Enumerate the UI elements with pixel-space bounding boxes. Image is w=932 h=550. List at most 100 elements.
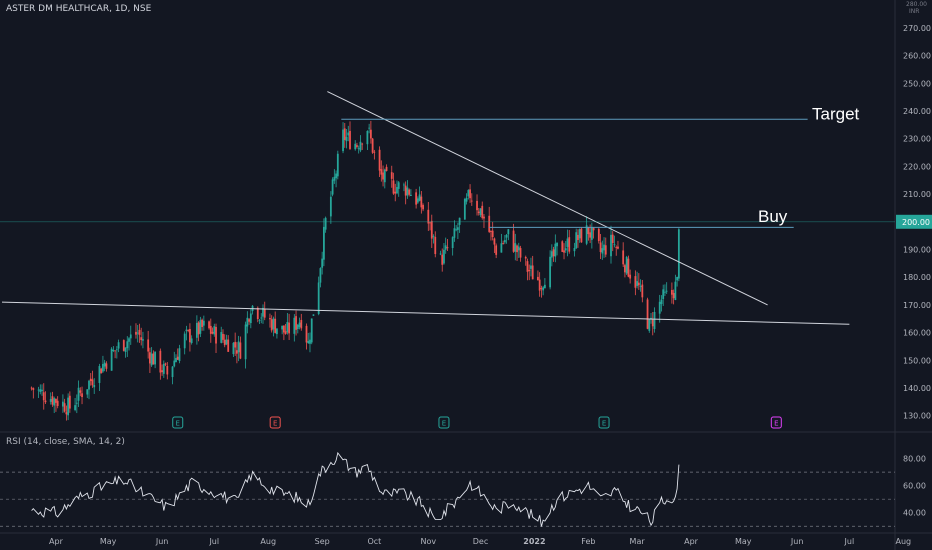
- candle-body: [136, 332, 139, 334]
- candle-up: [319, 267, 322, 288]
- currency-label: INR: [909, 8, 919, 15]
- candle-body: [530, 265, 532, 269]
- candle-up: [573, 242, 576, 257]
- candle-down: [390, 165, 393, 188]
- earnings-glyph: E: [442, 420, 446, 428]
- candle-down: [149, 347, 151, 374]
- rsi-tick-label: 80.00: [903, 455, 926, 464]
- candle-body: [561, 241, 564, 252]
- candle-body: [138, 329, 141, 335]
- rsi-line: [31, 451, 680, 527]
- candle-up: [503, 235, 506, 245]
- candle-up: [456, 222, 459, 240]
- candle-down: [274, 311, 277, 334]
- candle-body: [102, 364, 104, 372]
- candle-down: [209, 318, 212, 343]
- candle-body: [592, 227, 595, 231]
- candle-body: [636, 281, 638, 286]
- candle-body: [514, 243, 517, 252]
- candle-body: [333, 176, 336, 181]
- candle-body: [256, 307, 259, 320]
- candle-body: [49, 398, 52, 402]
- candle-body: [227, 339, 230, 352]
- price-tick-label: 170.00: [903, 301, 931, 310]
- candle-body: [434, 236, 437, 254]
- candle-body: [507, 229, 510, 235]
- candle-up: [463, 197, 466, 220]
- candle-up: [312, 314, 315, 316]
- candle-body: [166, 365, 169, 375]
- candle-body: [380, 169, 383, 175]
- price-tag-text: 200.00: [902, 218, 930, 227]
- candle-down: [646, 297, 649, 330]
- candle-body: [288, 322, 290, 334]
- candle-body: [164, 363, 167, 365]
- candle-up: [676, 276, 679, 287]
- time-tick-label: Jun: [155, 537, 169, 546]
- candle-body: [676, 276, 679, 281]
- candle-body: [385, 166, 388, 171]
- candle-body: [115, 349, 118, 351]
- candle-up: [677, 228, 680, 282]
- candle-up: [636, 271, 638, 289]
- candle-down: [476, 194, 478, 216]
- candle-up: [610, 225, 612, 264]
- candle-body: [564, 248, 567, 251]
- candle-up: [309, 332, 311, 353]
- candle-up: [603, 237, 605, 258]
- candle-up: [171, 366, 174, 385]
- candle-body: [629, 274, 632, 279]
- candle-body: [81, 393, 83, 398]
- candle-down: [434, 231, 437, 258]
- candle-up: [465, 193, 468, 205]
- candle-body: [599, 242, 602, 253]
- resistance-trendline: [327, 91, 768, 306]
- candle-down: [114, 350, 116, 359]
- candle-body: [575, 232, 578, 249]
- candle-up: [664, 284, 666, 297]
- candle-body: [354, 143, 357, 150]
- candle-body: [443, 249, 445, 264]
- candle-body: [93, 385, 96, 388]
- candle-down: [611, 231, 614, 252]
- candle-body: [651, 319, 654, 327]
- candle-down: [587, 226, 590, 241]
- candle-up: [258, 318, 261, 324]
- candle-body: [295, 316, 297, 330]
- candle-down: [248, 318, 250, 325]
- candle-up: [418, 186, 421, 202]
- current-price-tag: 200.00: [896, 214, 932, 229]
- candle-body: [439, 253, 442, 255]
- candle-down: [44, 391, 47, 404]
- candle-body: [91, 379, 94, 386]
- candle-body: [601, 248, 604, 254]
- candle-up: [517, 242, 520, 258]
- candle-up: [397, 181, 400, 197]
- candle-up: [514, 233, 517, 261]
- candle-up: [566, 229, 569, 257]
- candle-up: [601, 240, 604, 260]
- candle-body: [342, 129, 344, 152]
- candle-up: [543, 278, 546, 289]
- candle-body: [378, 149, 381, 171]
- candle-up: [142, 331, 144, 349]
- candle-down: [634, 270, 637, 296]
- candle-body: [590, 227, 593, 240]
- candle-body: [479, 208, 482, 216]
- candle-body: [664, 291, 666, 293]
- candle-down: [641, 279, 644, 303]
- candle-body: [178, 348, 181, 361]
- candle-down: [65, 405, 68, 421]
- candle-down: [223, 334, 226, 348]
- candle-body: [671, 289, 673, 295]
- candle-up: [74, 397, 76, 412]
- candle-up: [542, 285, 545, 296]
- candle-up: [237, 335, 240, 362]
- candle-down: [524, 255, 527, 266]
- candle-down: [263, 301, 266, 321]
- candle-body: [505, 234, 508, 238]
- candle-down: [599, 233, 602, 259]
- candle-up: [505, 233, 508, 244]
- candle-body: [154, 351, 157, 365]
- candle-body: [481, 205, 484, 218]
